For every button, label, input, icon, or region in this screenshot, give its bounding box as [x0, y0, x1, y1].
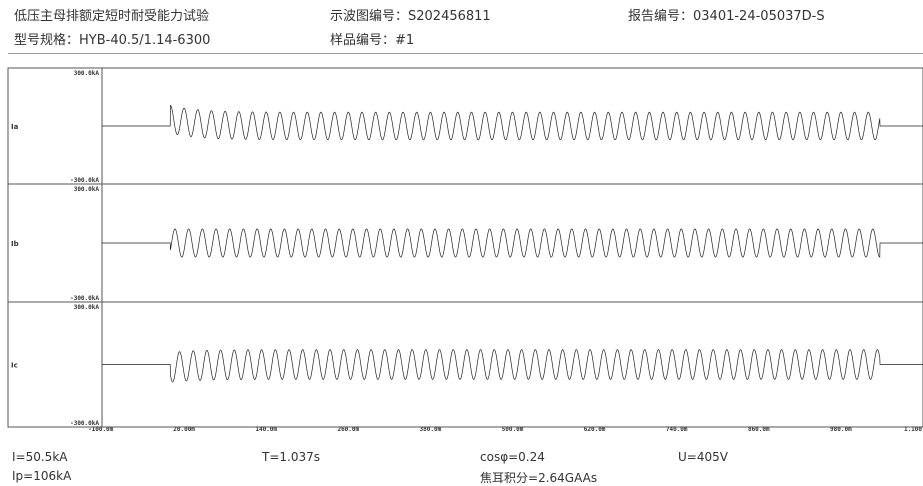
result-peak-current: Ip=106kA [12, 469, 72, 483]
plot-frame [7, 67, 923, 428]
waveform-ia [102, 104, 923, 141]
report-number: 报告编号：03401-24-05037D-S [628, 9, 825, 24]
y-tick-label: 300.0kA [74, 70, 100, 77]
result-power-factor: cosφ=0.24 [480, 450, 545, 464]
oscillogram-number: 示波图编号：S202456811 [330, 9, 491, 24]
result-duration: T=1.037s [262, 450, 320, 464]
y-tick-label: -300.0kA [70, 177, 99, 184]
x-tick-label: -100.0m [88, 426, 114, 433]
y-tick-label: -300.0kA [70, 295, 99, 302]
result-current: I=50.5kA [12, 450, 68, 464]
series-label: Ib [11, 240, 19, 248]
y-tick-label: 300.0kA [74, 186, 100, 193]
x-tick-label: 860.0m [748, 426, 770, 433]
header-divider [8, 53, 923, 54]
y-tick-label: -300.0kA [70, 420, 99, 427]
sample-number: 样品编号：#1 [330, 33, 415, 48]
series-label: Ia [11, 123, 19, 131]
x-tick-label: 500.0m [502, 426, 524, 433]
test-title: 低压主母排额定短时耐受能力试验 [14, 9, 210, 24]
x-tick-label: 140.0m [255, 426, 277, 433]
waveform-ic [102, 349, 923, 383]
x-tick-label: 620.0m [584, 426, 606, 433]
result-voltage: U=405V [678, 450, 728, 464]
waveform-ib [102, 228, 923, 258]
x-tick-label: 380.0m [420, 426, 442, 433]
model-spec: 型号规格：HYB-40.5/1.14-6300 [14, 33, 211, 48]
x-tick-label: 980.0m [830, 426, 852, 433]
x-tick-label: 1.100 [904, 426, 922, 433]
x-tick-label: 20.00m [173, 426, 195, 433]
series-label: Ic [11, 362, 18, 370]
y-tick-label: 300.0kA [74, 304, 100, 311]
x-tick-label: 740.0m [666, 426, 688, 433]
x-tick-label: 260.0m [337, 426, 359, 433]
result-joule-integral: 焦耳积分=2.64GAAs [480, 471, 598, 485]
